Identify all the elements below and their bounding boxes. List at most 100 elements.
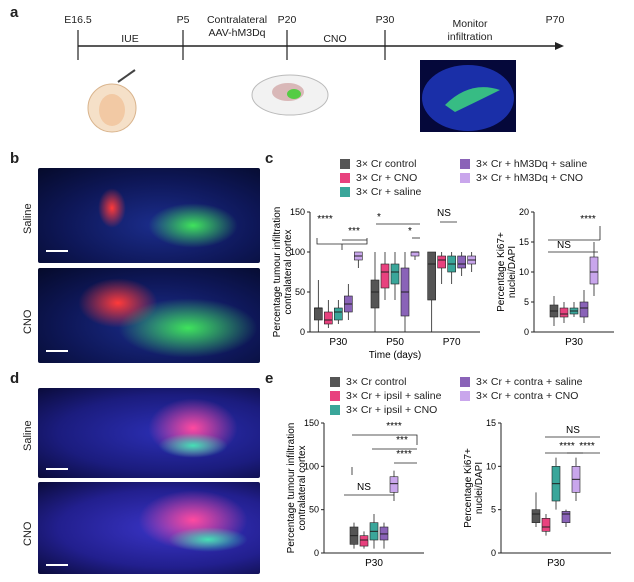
y-axis-label: nuclei/DAPI — [507, 246, 518, 298]
tick-p20: P20 — [277, 14, 297, 26]
significance-label: *** — [396, 435, 408, 446]
y-axis-label: contralateral cortex — [297, 445, 308, 530]
significance-label: NS — [357, 482, 371, 493]
x-tick-label: P30 — [565, 337, 583, 348]
legend-swatch — [460, 377, 470, 387]
chart-c-ki67: 0 5 10 15 20 P30 Percentage Ki67+ nuclei/DAPI NS… — [496, 207, 614, 348]
legend-swatch — [460, 391, 470, 401]
box — [370, 279, 380, 309]
significance-bracket — [352, 434, 418, 445]
label-saline-b: Saline — [22, 203, 34, 234]
box — [389, 476, 399, 493]
legend-label: 3× Cr + contra + saline — [476, 376, 583, 388]
y-tick-label: 150 — [304, 418, 319, 428]
legend-e-4: 3× Cr + contra + CNO — [460, 390, 578, 402]
significance-label: NS — [437, 208, 451, 219]
brain-section-image — [420, 60, 516, 132]
box — [559, 307, 569, 318]
legend-e-2: 3× Cr + ipsil + CNO — [330, 404, 437, 416]
chart-e-ki67: 0 5 10 15 P30 Percentage Ki67+ nuclei/DAPI ****… — [463, 418, 611, 569]
y-tick-label: 50 — [309, 505, 319, 515]
significance-label: NS — [557, 240, 571, 251]
tick-e165: E16.5 — [64, 14, 92, 26]
segment-monitor: Monitor — [452, 18, 488, 30]
y-axis-label: Percentage Ki67+ — [496, 232, 507, 312]
significance-label: **** — [396, 449, 412, 460]
box — [410, 251, 420, 257]
x-axis-label: Time (days) — [369, 350, 421, 361]
significance-label: * — [408, 226, 412, 237]
y-tick-label: 20 — [519, 207, 529, 217]
box — [541, 518, 551, 532]
panel-label-d: d — [10, 370, 20, 387]
timeline — [77, 30, 564, 133]
box — [589, 256, 599, 285]
label-cno-b: CNO — [22, 309, 34, 334]
y-axis-label: Percentage tumour infiltration — [286, 423, 297, 554]
legend-c-0: 3× Cr control — [340, 158, 416, 170]
box — [437, 255, 446, 269]
box — [457, 255, 466, 269]
legend-swatch — [330, 377, 340, 387]
legend-c-2: 3× Cr + saline — [340, 186, 421, 198]
legend-label: 3× Cr + hM3Dq + CNO — [476, 172, 584, 184]
tick-p5: P5 — [176, 14, 190, 26]
box — [314, 307, 323, 321]
panel-label-b: b — [10, 150, 20, 167]
panel-label-c: c — [265, 150, 274, 167]
y-tick-label: 0 — [491, 548, 496, 558]
y-tick-label: 50 — [295, 287, 305, 297]
panel-label-e: e — [265, 370, 274, 387]
y-axis-label: nuclei/DAPI — [474, 462, 485, 514]
segment-iue: IUE — [121, 33, 139, 45]
y-tick-label: 15 — [486, 418, 496, 428]
y-tick-label: 5 — [491, 505, 496, 515]
panel-label-a: a — [10, 4, 19, 21]
legend-label: 3× Cr + contra + CNO — [476, 390, 579, 402]
legend-c-1: 3× Cr + CNO — [340, 172, 417, 184]
x-tick-label: P30 — [547, 558, 565, 569]
brain-image-saline-d — [38, 388, 260, 478]
y-tick-label: 150 — [290, 207, 305, 217]
box — [334, 307, 343, 321]
brain-image-saline-b — [38, 168, 260, 263]
chart-e-infiltration: 0 50 100 150 P30 Percentage tumour infiltrati… — [286, 418, 424, 569]
x-tick-label: P30 — [329, 337, 347, 348]
label-cno-d: CNO — [22, 521, 34, 546]
legend-e-1: 3× Cr + ipsil + saline — [330, 390, 441, 402]
y-tick-label: 0 — [300, 327, 305, 337]
y-tick-label: 10 — [519, 267, 529, 277]
significance-label: NS — [566, 425, 580, 436]
significance-label: * — [377, 212, 381, 223]
legend-swatch — [340, 187, 350, 197]
legend-label: 3× Cr control — [356, 158, 417, 170]
legend-label: 3× Cr + saline — [356, 186, 422, 198]
legend-swatch — [340, 159, 350, 169]
y-tick-label: 15 — [519, 237, 529, 247]
legend-e-3: 3× Cr + contra + saline — [460, 376, 583, 388]
brain-image-cno-b — [38, 268, 260, 363]
tick-contralateral: Contralateral — [206, 14, 268, 26]
legend-e-0: 3× Cr control — [330, 376, 406, 388]
legend-swatch — [340, 173, 350, 183]
box — [390, 263, 400, 285]
legend-label: 3× Cr + ipsil + CNO — [346, 404, 438, 416]
box — [427, 251, 436, 301]
y-axis-label: Percentage tumour infiltration — [272, 207, 283, 338]
significance-label: **** — [386, 421, 402, 432]
legend-label: 3× Cr control — [346, 376, 407, 388]
box — [579, 301, 589, 318]
legend-swatch — [460, 173, 470, 183]
tick-p70: P70 — [545, 14, 565, 26]
legend-label: 3× Cr + CNO — [356, 172, 418, 184]
tick-p30: P30 — [375, 14, 395, 26]
x-tick-label: P30 — [365, 558, 383, 569]
y-tick-label: 0 — [314, 548, 319, 558]
tick-aav: AAV-hM3Dq — [208, 27, 266, 39]
y-tick-label: 100 — [290, 247, 305, 257]
mouse-illustration — [251, 74, 329, 116]
significance-label: **** — [580, 214, 596, 225]
y-axis-label: Percentage Ki67+ — [463, 448, 474, 528]
legend-swatch — [330, 405, 340, 415]
y-tick-label: 0 — [524, 327, 529, 337]
